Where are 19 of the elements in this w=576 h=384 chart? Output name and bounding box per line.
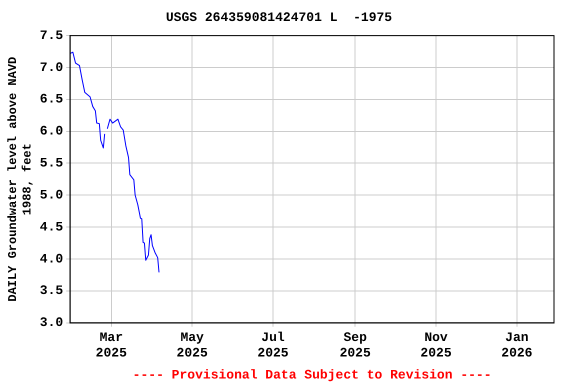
x-tick-label: Nov 2025 <box>420 330 452 360</box>
y-tick-label: 3.0 <box>40 315 64 330</box>
y-axis-title: DAILY Groundwater level above NAVD 1988, feet <box>6 56 35 302</box>
y-tick-label: 3.5 <box>40 283 64 298</box>
chart-title: USGS 264359081424701 L -1975 <box>166 10 392 26</box>
text: ---- Provisional Data Subject to Revision ---- <box>132 367 492 382</box>
y-tick-label: 7.0 <box>40 60 64 75</box>
y-tick-label: 6.5 <box>40 92 64 107</box>
x-tick-label: May 2025 <box>176 330 208 360</box>
x-tick-label: Jan 2026 <box>501 330 533 360</box>
y-tick-label: 4.5 <box>40 219 64 234</box>
y-tick-label: 7.5 <box>40 28 64 43</box>
x-tick-label: Mar 2025 <box>96 330 128 360</box>
y-tick-label: 4.0 <box>40 251 64 266</box>
y-tick-label: 5.0 <box>40 187 64 202</box>
y-tick-label: 5.5 <box>40 156 64 171</box>
x-tick-label: Jul 2025 <box>257 330 289 360</box>
x-tick-label: Sep 2025 <box>340 330 371 360</box>
y-tick-label: 6.0 <box>40 124 64 139</box>
